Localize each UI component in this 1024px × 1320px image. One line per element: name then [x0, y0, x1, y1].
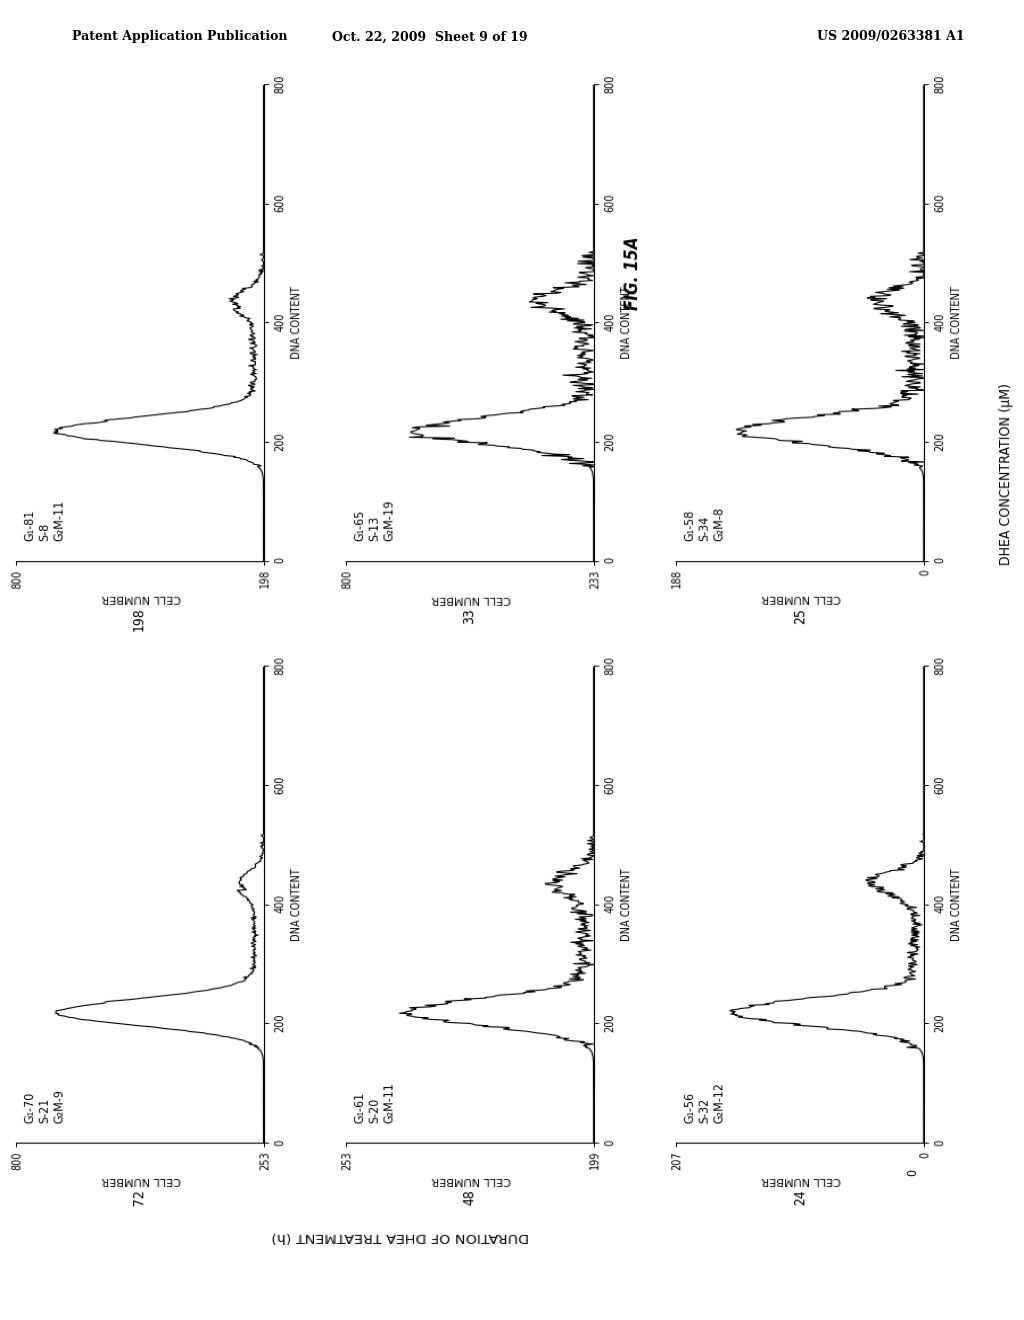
Text: US 2009/0263381 A1: US 2009/0263381 A1	[817, 30, 965, 44]
Text: Patent Application Publication: Patent Application Publication	[72, 30, 287, 44]
Text: Oct. 22, 2009  Sheet 9 of 19: Oct. 22, 2009 Sheet 9 of 19	[332, 30, 528, 44]
